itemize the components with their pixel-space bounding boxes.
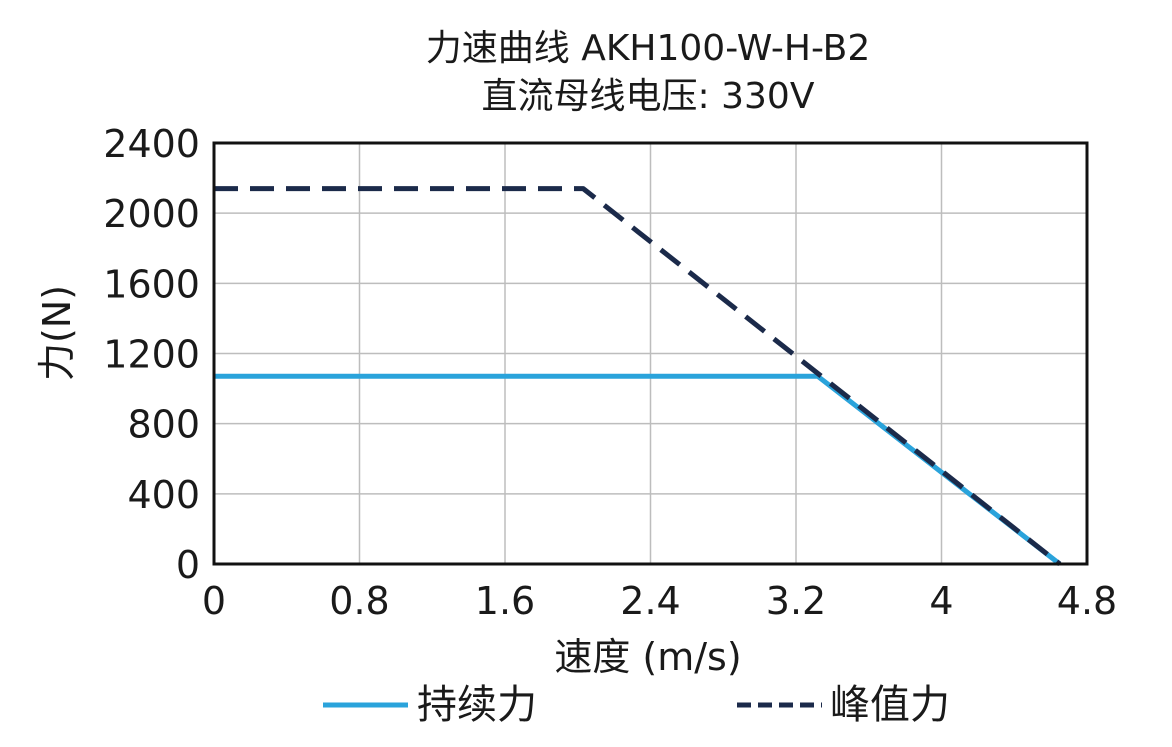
- plot-frame: [212, 141, 1089, 566]
- x-tick-label-2: 1.6: [475, 579, 535, 623]
- chart-title: 力速曲线 AKH100-W-H-B2: [426, 28, 871, 69]
- y-tick-label-6: 2400: [103, 122, 200, 166]
- x-tick-label-5: 4: [929, 579, 953, 623]
- chart-subtitle: 直流母线电压: 330V: [482, 76, 815, 117]
- y-tick-label-0: 0: [176, 543, 200, 587]
- y-tick-label-1: 400: [127, 473, 200, 517]
- x-tick-label-1: 0.8: [329, 579, 389, 623]
- series-group: [214, 186, 1062, 566]
- x-tick-label-6: 4.8: [1057, 579, 1117, 623]
- x-axis-label: 速度 (m/s): [554, 635, 741, 679]
- y-axis-label: 力(N): [35, 285, 79, 381]
- x-tick-labels: 0 0.8 1.6 2.4 3.2 4 4.8: [202, 579, 1117, 623]
- legend: 持续力 峰值力: [323, 682, 950, 728]
- y-tick-label-4: 1600: [103, 262, 200, 306]
- legend-label-continuous: 持续力: [417, 682, 537, 728]
- x-tick-label-3: 2.4: [620, 579, 680, 623]
- series-line-peak: [214, 186, 1062, 566]
- series-line-continuous: [214, 373, 1062, 566]
- y-tick-labels: 0 400 800 1200 1600 2000 2400: [103, 122, 200, 587]
- x-tick-label-4: 3.2: [766, 579, 826, 623]
- legend-label-peak: 峰值力: [830, 682, 950, 728]
- grid: [213, 142, 1088, 565]
- y-tick-label-3: 1200: [103, 333, 200, 377]
- x-tick-label-0: 0: [202, 579, 226, 623]
- y-tick-label-5: 2000: [103, 192, 200, 236]
- y-tick-label-2: 800: [127, 403, 200, 447]
